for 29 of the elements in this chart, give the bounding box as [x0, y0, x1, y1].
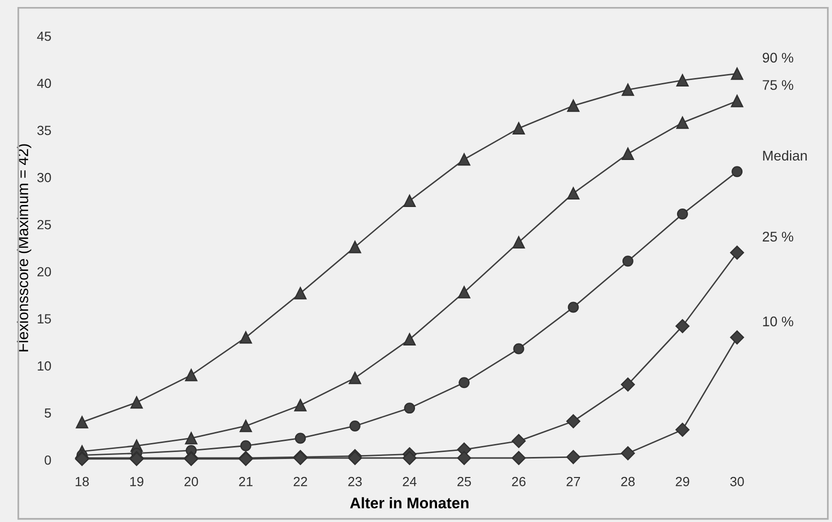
- x-tick-label: 23: [348, 476, 362, 486]
- y-tick-label: 0: [44, 455, 51, 465]
- x-tick-label: 25: [457, 476, 471, 486]
- y-tick-label: 35: [37, 126, 51, 136]
- x-tick-label: 27: [566, 476, 580, 486]
- series-label: Median: [763, 150, 807, 161]
- x-axis-title: Alter in Monaten: [350, 497, 468, 508]
- x-tick-label: 20: [184, 476, 198, 486]
- y-tick-label: 20: [37, 267, 51, 276]
- y-tick-label: 30: [37, 172, 51, 182]
- x-tick-label: 21: [239, 476, 252, 486]
- x-tick-label: 30: [730, 476, 744, 486]
- series-label: 90 %: [762, 52, 794, 63]
- y-tick-label: 40: [37, 78, 51, 88]
- y-tick-label: 25: [37, 220, 51, 230]
- x-tick-label: 22: [294, 476, 308, 486]
- series-label: 25 %: [762, 232, 794, 242]
- x-tick-label: 28: [621, 476, 635, 486]
- x-tick-label: 18: [76, 476, 89, 486]
- x-tick-label: 19: [130, 476, 144, 486]
- y-tick-label: 15: [38, 314, 51, 324]
- series-label: 10 %: [763, 316, 794, 326]
- y-tick-label: 5: [44, 408, 51, 418]
- y-tick-label: 10: [38, 361, 51, 371]
- y-tick-label: 45: [37, 32, 51, 41]
- x-tick-label: 26: [512, 476, 526, 486]
- series-label: 75 %: [762, 80, 794, 90]
- x-tick-label: 24: [402, 476, 417, 486]
- x-tick-label: 29: [676, 476, 690, 486]
